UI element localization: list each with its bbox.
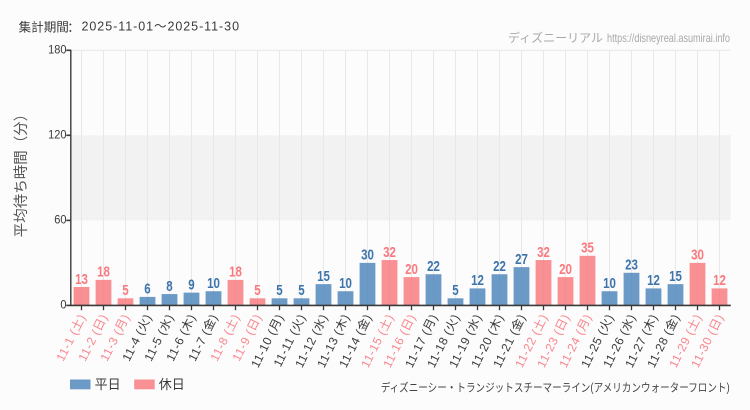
svg-text:10: 10 <box>339 275 352 292</box>
svg-text:ディズニーシー・トランジットスチーマーライン(アメリカンウォ: ディズニーシー・トランジットスチーマーライン(アメリカンウォーターフロント) <box>381 380 730 394</box>
svg-text:休日: 休日 <box>159 377 185 392</box>
svg-text:60: 60 <box>54 214 66 226</box>
svg-text:12: 12 <box>647 272 660 289</box>
svg-text:15: 15 <box>317 268 330 285</box>
svg-text:8: 8 <box>166 278 172 295</box>
svg-text:集計期間: 集計期間 <box>19 19 69 34</box>
svg-text:5: 5 <box>254 282 260 299</box>
svg-text:32: 32 <box>537 244 550 261</box>
svg-text:20: 20 <box>559 261 572 278</box>
svg-text:22: 22 <box>493 258 506 275</box>
svg-text:10: 10 <box>603 275 616 292</box>
svg-text:平均待ち時間（分）: 平均待ち時間（分） <box>13 107 30 238</box>
svg-text:5: 5 <box>452 282 458 299</box>
svg-text:ディズニーリアル: ディズニーリアル <box>508 30 603 45</box>
svg-text:5: 5 <box>298 282 304 299</box>
svg-text:10: 10 <box>207 275 220 292</box>
svg-text:27: 27 <box>515 251 528 268</box>
svg-text:6: 6 <box>144 280 150 297</box>
svg-text:120: 120 <box>48 129 66 141</box>
svg-text:15: 15 <box>669 268 682 285</box>
svg-text:5: 5 <box>276 282 282 299</box>
svg-text:35: 35 <box>581 239 594 256</box>
svg-text:23: 23 <box>625 256 638 273</box>
svg-text:13: 13 <box>75 271 88 288</box>
svg-text:0: 0 <box>60 299 66 311</box>
svg-text:22: 22 <box>427 258 440 275</box>
svg-text:30: 30 <box>691 246 704 263</box>
svg-text:20: 20 <box>405 261 418 278</box>
svg-text:5: 5 <box>122 282 128 299</box>
svg-text:30: 30 <box>361 246 374 263</box>
svg-text:12: 12 <box>713 272 726 289</box>
svg-text:180: 180 <box>48 44 66 56</box>
svg-text:18: 18 <box>97 263 110 280</box>
svg-text:https://disneyreal.asumirai.in: https://disneyreal.asumirai.info <box>607 31 730 45</box>
svg-text:：: ： <box>67 20 80 34</box>
svg-text:12: 12 <box>471 272 484 289</box>
svg-text:32: 32 <box>383 244 396 261</box>
svg-text:9: 9 <box>188 276 194 293</box>
svg-text:平日: 平日 <box>95 377 121 392</box>
svg-text:18: 18 <box>229 263 242 280</box>
svg-text:2025-11-01～2025-11-30: 2025-11-01～2025-11-30 <box>82 19 240 33</box>
